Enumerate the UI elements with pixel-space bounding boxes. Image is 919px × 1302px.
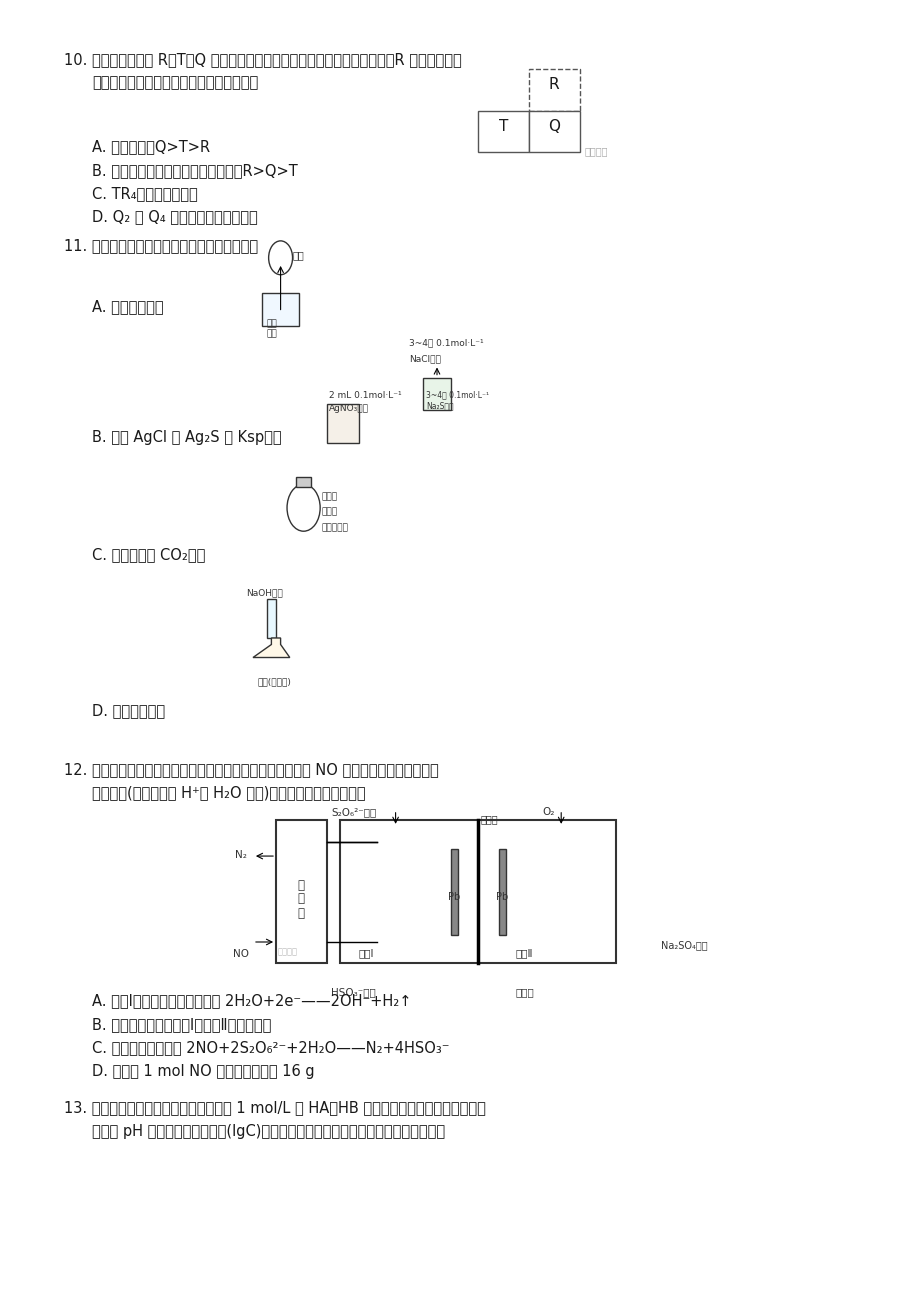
Text: 电极Ⅱ: 电极Ⅱ (515, 948, 532, 958)
Bar (528, 69, 579, 111)
Text: B. 最高价氧化物对应水化物的酸性：R>Q>T: B. 最高价氧化物对应水化物的酸性：R>Q>T (92, 163, 298, 178)
Text: O₂: O₂ (542, 807, 554, 818)
Text: 氨气: 氨气 (292, 250, 304, 260)
Bar (450, 849, 458, 935)
Text: 收: 收 (298, 892, 304, 905)
Text: 电极Ⅰ: 电极Ⅰ (358, 948, 374, 958)
Text: NO: NO (233, 948, 248, 958)
Circle shape (287, 484, 320, 531)
Text: NaCl溶液: NaCl溶液 (409, 354, 441, 363)
Text: 3~4滴 0.1mol·L⁻¹: 3~4滴 0.1mol·L⁻¹ (409, 339, 483, 348)
Text: Na₂S溶液: Na₂S溶液 (425, 401, 453, 410)
Text: 2 mL 0.1mol·L⁻¹: 2 mL 0.1mol·L⁻¹ (329, 391, 402, 400)
Text: 吸: 吸 (298, 879, 304, 892)
Text: 10. 短周期主族元素 R、T、Q 在周期表中的相对位置如图所示；在常温暗处，R 元素的单质可: 10. 短周期主族元素 R、T、Q 在周期表中的相对位置如图所示；在常温暗处，R… (64, 52, 461, 68)
Bar (528, 111, 579, 152)
Text: Q: Q (548, 118, 560, 134)
Bar (340, 820, 616, 963)
Text: 12. 中国第二化工设计院提出，用间接电化学法对大气污染物 NO 进行无害化处理，其原理: 12. 中国第二化工设计院提出，用间接电化学法对大气污染物 NO 进行无害化处理… (64, 762, 438, 777)
Text: Pb: Pb (448, 892, 460, 902)
Text: A. 氨气喷泉实验: A. 氨气喷泉实验 (92, 299, 164, 315)
Text: A. 原子半径：Q>T>R: A. 原子半径：Q>T>R (92, 139, 210, 155)
Bar (478, 111, 528, 152)
Text: 质子膜: 质子膜 (480, 814, 497, 824)
Text: D. 测定盐酸浓度: D. 测定盐酸浓度 (92, 703, 165, 719)
Text: 稀硫酸: 稀硫酸 (322, 492, 338, 501)
Text: 塔: 塔 (298, 907, 304, 921)
Text: C. 实验室制备 CO₂待用: C. 实验室制备 CO₂待用 (92, 547, 205, 562)
Bar (423, 378, 450, 410)
Text: 11. 完成下列实验目的，相关实验设计正确的是: 11. 完成下列实验目的，相关实验设计正确的是 (64, 238, 258, 254)
Text: 溶液的 pH 与酸溶液浓度的对数(lgC)间的关系如图。下列对该过程相关分析正确的是: 溶液的 pH 与酸溶液浓度的对数(lgC)间的关系如图。下列对该过程相关分析正确… (92, 1124, 445, 1139)
Text: C. TR₄水解生成两种酸: C. TR₄水解生成两种酸 (92, 186, 198, 202)
Text: NaOH标液: NaOH标液 (245, 589, 282, 598)
Bar (276, 820, 326, 963)
Text: 电解池: 电解池 (515, 987, 533, 997)
Text: T: T (498, 118, 508, 134)
Bar (267, 599, 276, 638)
Text: C. 吸收塔中的反应为 2NO+2S₂O₆²⁻+2H₂O——N₂+4HSO₃⁻: C. 吸收塔中的反应为 2NO+2S₂O₆²⁻+2H₂O——N₂+4HSO₃⁻ (92, 1040, 449, 1056)
Text: B. 比较 AgCl 和 Ag₂S 的 Ksp大小: B. 比较 AgCl 和 Ag₂S 的 Ksp大小 (92, 430, 281, 445)
Text: AgNO₃溶液: AgNO₃溶液 (329, 404, 369, 413)
Bar (262, 293, 299, 326)
Text: S₂O₆²⁻溶液: S₂O₆²⁻溶液 (331, 807, 376, 818)
Text: Na₂SO₄溶液: Na₂SO₄溶液 (660, 940, 707, 950)
Text: N₂: N₂ (234, 849, 246, 859)
Text: D. Q₂ 和 Q₄ 的相互转化是物理变化: D. Q₂ 和 Q₄ 的相互转化是物理变化 (92, 210, 257, 225)
Text: 正确教育: 正确教育 (278, 948, 298, 957)
Circle shape (268, 241, 292, 275)
Text: HSO₃⁻溶液: HSO₃⁻溶液 (331, 987, 376, 997)
Text: 3~4滴 0.1mol·L⁻¹: 3~4滴 0.1mol·L⁻¹ (425, 391, 488, 400)
Text: 碳酸钠: 碳酸钠 (322, 508, 338, 517)
Bar (296, 477, 311, 487)
Text: R: R (549, 77, 559, 92)
Text: D. 每处理 1 mol NO 电解池质量减少 16 g: D. 每处理 1 mol NO 电解池质量减少 16 g (92, 1064, 314, 1079)
Bar (326, 404, 358, 443)
Text: 与氢气剧烈化合并爆炸。下列说法正确的是: 与氢气剧烈化合并爆炸。下列说法正确的是 (92, 76, 258, 91)
Bar (498, 849, 505, 935)
Text: B. 电解池中质子从电极Ⅰ向电极Ⅱ作定向移动: B. 电解池中质子从电极Ⅰ向电极Ⅱ作定向移动 (92, 1017, 271, 1032)
Text: 示意如图(质子膜允许 H⁺和 H₂O 通过)。下列相关判断正确的是: 示意如图(质子膜允许 H⁺和 H₂O 通过)。下列相关判断正确的是 (92, 785, 365, 801)
Text: 13. 常温下，分别向体积相同、浓度均为 1 mol/L 的 HA、HB 两种酸溶液中不断加水稀释，酸: 13. 常温下，分别向体积相同、浓度均为 1 mol/L 的 HA、HB 两种酸… (64, 1100, 486, 1116)
Text: 正确教育: 正确教育 (584, 146, 607, 156)
Text: 酸碱
溶液: 酸碱 溶液 (266, 319, 277, 339)
Polygon shape (253, 638, 289, 658)
Text: Pb: Pb (495, 892, 508, 902)
Text: 有孔塑料板: 有孔塑料板 (322, 523, 348, 533)
Text: 盐酸(含酚酞): 盐酸(含酚酞) (257, 677, 291, 686)
Text: A. 电极Ⅰ为阴极，电极反应式为 2H₂O+2e⁻——2OH⁻+H₂↑: A. 电极Ⅰ为阴极，电极反应式为 2H₂O+2e⁻——2OH⁻+H₂↑ (92, 993, 411, 1009)
